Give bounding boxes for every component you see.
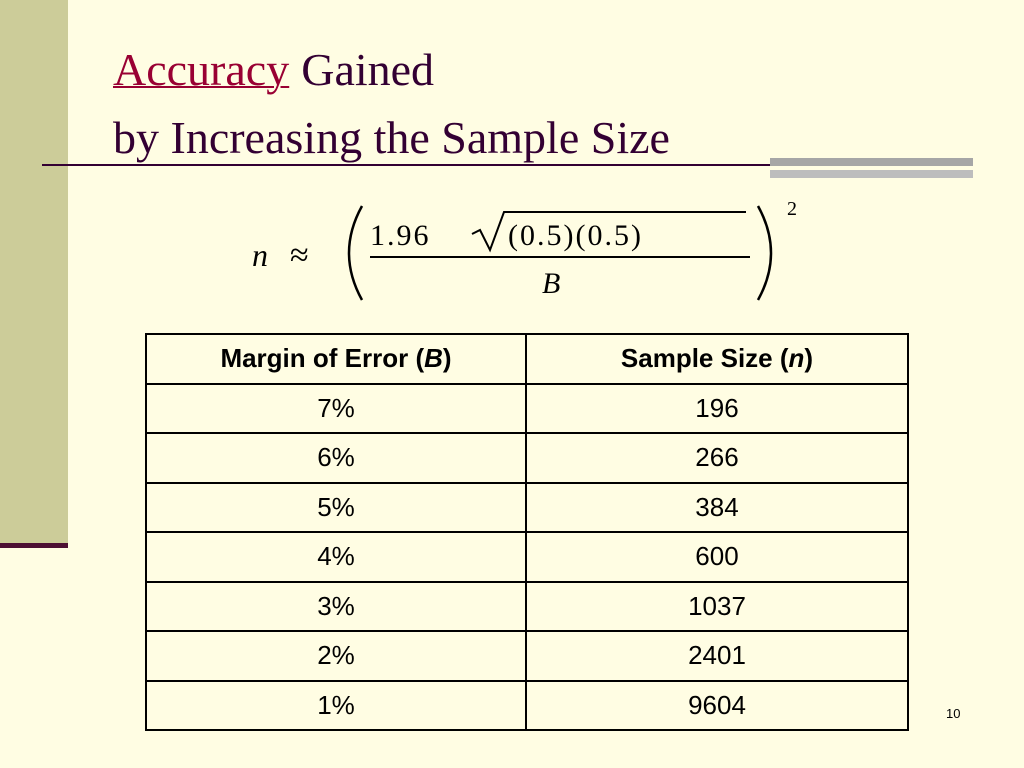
table-cell: 9604 [525,679,909,731]
left-paren [347,205,364,301]
table-cell: 196 [525,382,909,434]
formula-radicand: (0.5)(0.5) [508,219,643,252]
slide-title: Accuracy Gained by Increasing the Sample … [113,36,670,172]
table-row: 7% 196 [145,382,909,434]
table-cell: 4% [145,531,527,583]
header-cell: Sample Size (n) [525,333,909,385]
header-row: Margin of Error (B) Sample Size (n) [145,333,909,385]
formula-approx: ≈ [290,237,309,274]
header-text: Sample Size ( [620,343,789,374]
table-row: 4% 600 [145,531,909,583]
table-cell: 384 [525,481,909,533]
table-cell: 600 [525,531,909,583]
title-rule [42,164,972,166]
formula-denominator: B [542,267,560,300]
table-cell: 5% [145,481,527,533]
formula-exponent: 2 [787,198,797,220]
table-row: 3% 1037 [145,580,909,632]
header-text: ) [804,343,814,374]
title-link[interactable]: Accuracy [113,44,290,95]
title-text: Gained [301,44,435,95]
table-row: 5% 384 [145,481,909,533]
table-cell: 2401 [525,630,909,682]
formula: n ≈ 1.96 (0.5)(0.5) B 2 [252,198,797,301]
table-body: 7% 196 6% 266 5% 384 4% 600 3% 1037 2% 2401 1% 9604 [145,382,909,731]
formula-lhs: n [252,237,268,273]
title-line: by Increasing the Sample Size [113,112,670,163]
header-variable: B [424,343,443,374]
right-paren [756,205,773,301]
header-text: Margin of Error ( [220,343,425,374]
table-cell: 2% [145,630,527,682]
page-number: 10 [946,706,961,721]
header-cell: Margin of Error (B) [145,333,527,385]
table-row: 2% 2401 [145,630,909,682]
table-cell: 7% [145,382,527,434]
table: Margin of Error (B) Sample Size (n) 7% 196… [145,333,909,731]
table-cell: 3% [145,580,527,632]
formula-coefficient: 1.96 [370,219,431,252]
table-cell: 1037 [525,580,909,632]
table-row: 6% 266 [145,432,909,484]
title-accent [770,158,973,166]
sidebar [0,0,68,545]
header-text: ) [442,343,452,374]
table-row: 1% 9604 [145,679,909,731]
header-variable: n [788,343,805,374]
table-cell: 266 [525,432,909,484]
sidebar-rule [0,543,68,548]
sqrt-sign [471,211,746,253]
table-cell: 6% [145,432,527,484]
title-line: Accuracy Gained [113,36,670,104]
title-accent [770,170,973,178]
table-cell: 1% [145,679,527,731]
